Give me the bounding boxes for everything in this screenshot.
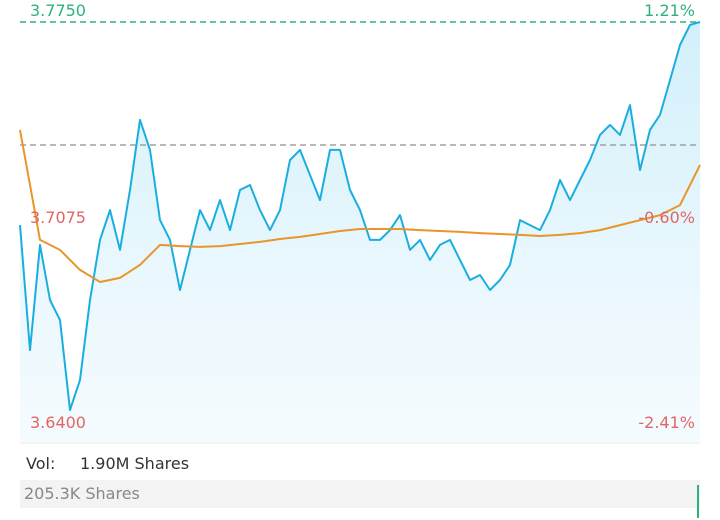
y-tick-label: 3.7075 (30, 208, 86, 227)
series-line (19, 129, 701, 283)
series-line (19, 21, 701, 411)
y2-tick-label: -2.41% (638, 413, 695, 432)
y2-tick-label: -0.60% (638, 208, 695, 227)
y-tick-label: 3.7750 (30, 1, 86, 20)
volume-band (20, 480, 700, 508)
y2-tick-label: 1.21% (644, 1, 695, 20)
price-area (20, 22, 700, 443)
volume-label: Vol: (26, 454, 55, 473)
y-tick-label: 3.6400 (30, 413, 86, 432)
volume-total: 1.90M Shares (80, 454, 189, 473)
volume-last: 205.3K Shares (24, 484, 140, 503)
